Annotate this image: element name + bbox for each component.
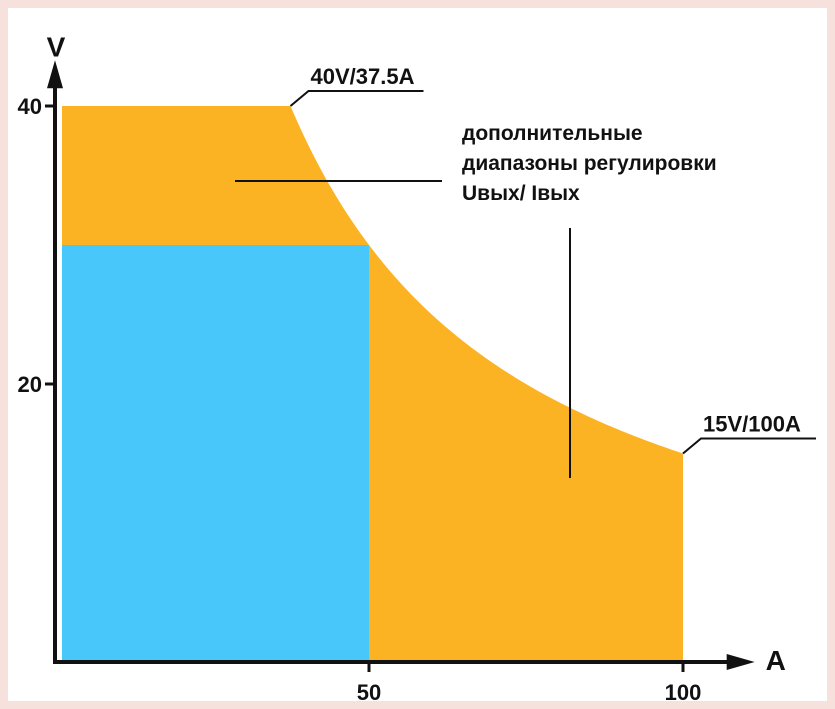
point-label-1: 15V/100A	[703, 412, 801, 437]
x-tick-label-100: 100	[665, 680, 702, 701]
y-tick-label-20: 20	[18, 372, 42, 397]
annotation-line-2: диапазоны регулировки	[462, 152, 717, 175]
point-callouts: 40V/37.5A 15V/100A	[289, 64, 816, 455]
x-tick-label-50: 50	[357, 680, 381, 701]
callout-leader-0	[289, 90, 424, 107]
callout-leader-1	[682, 437, 816, 455]
annotation-line-1: дополнительные	[462, 122, 643, 145]
chart-panel: V A 20 40 50 100 40V/37.5A 15V/100A дополнит…	[8, 8, 827, 701]
y-axis-arrow-icon	[47, 60, 63, 89]
x-axis-arrow-icon	[726, 654, 755, 670]
annotation-block: дополнительные диапазоны регулировки Uвы…	[235, 122, 717, 478]
power-envelope-chart: V A 20 40 50 100 40V/37.5A 15V/100A дополнит…	[18, 31, 816, 701]
y-axis-label: V	[47, 31, 66, 62]
base-range-area	[62, 245, 369, 662]
y-tick-label-40: 40	[18, 94, 42, 119]
point-label-0: 40V/37.5A	[311, 64, 415, 89]
x-axis-label: A	[766, 645, 786, 676]
axis-ticks: 20 40 50 100	[18, 94, 702, 701]
annotation-line-3: Uвых/ Iвых	[462, 182, 580, 205]
